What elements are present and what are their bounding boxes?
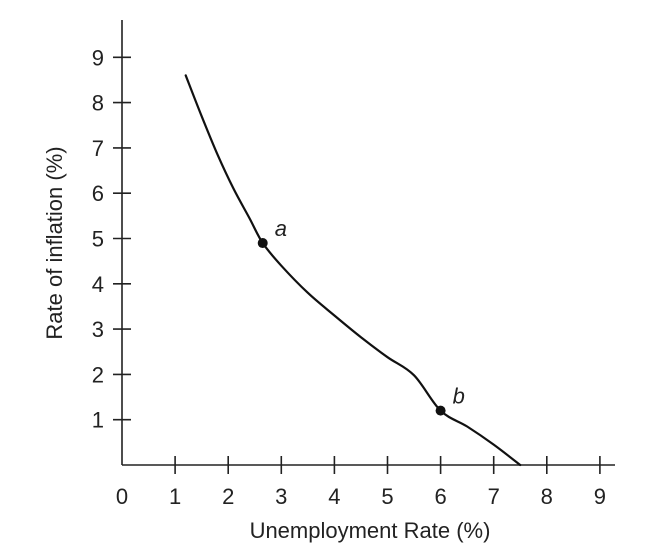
y-tick-label: 2 xyxy=(92,362,104,387)
x-tick-label: 1 xyxy=(169,484,181,509)
x-ticks: 0 1 2 3 4 5 6 7 8 9 xyxy=(116,456,606,509)
point-b-marker xyxy=(435,405,446,416)
y-ticks: 1 2 3 4 5 6 7 8 9 xyxy=(92,45,131,433)
x-tick-label: 2 xyxy=(222,484,234,509)
y-tick-label: 6 xyxy=(92,181,104,206)
x-tick-label: 0 xyxy=(116,484,128,509)
y-tick-label: 7 xyxy=(92,136,104,161)
y-tick-label: 8 xyxy=(92,91,104,116)
y-tick-label: 1 xyxy=(92,408,104,433)
x-axis-title: Unemployment Rate (%) xyxy=(250,518,491,543)
y-tick-label: 4 xyxy=(92,272,104,297)
series-line xyxy=(184,74,522,467)
point-a-marker xyxy=(257,238,268,249)
x-tick-label: 3 xyxy=(275,484,287,509)
x-tick-label: 9 xyxy=(594,484,606,509)
y-axis-title: Rate of inflation (%) xyxy=(42,146,67,339)
x-tick-label: 5 xyxy=(381,484,393,509)
y-tick-label: 5 xyxy=(92,227,104,252)
x-tick-label: 8 xyxy=(541,484,553,509)
y-tick-label: 3 xyxy=(92,317,104,342)
x-tick-label: 4 xyxy=(328,484,340,509)
x-tick-label: 6 xyxy=(434,484,446,509)
highlight-points: ab xyxy=(257,216,465,416)
point-a-label: a xyxy=(275,216,287,241)
point-b-label: b xyxy=(453,384,465,409)
y-tick-label: 9 xyxy=(92,45,104,70)
x-tick-label: 7 xyxy=(488,484,500,509)
